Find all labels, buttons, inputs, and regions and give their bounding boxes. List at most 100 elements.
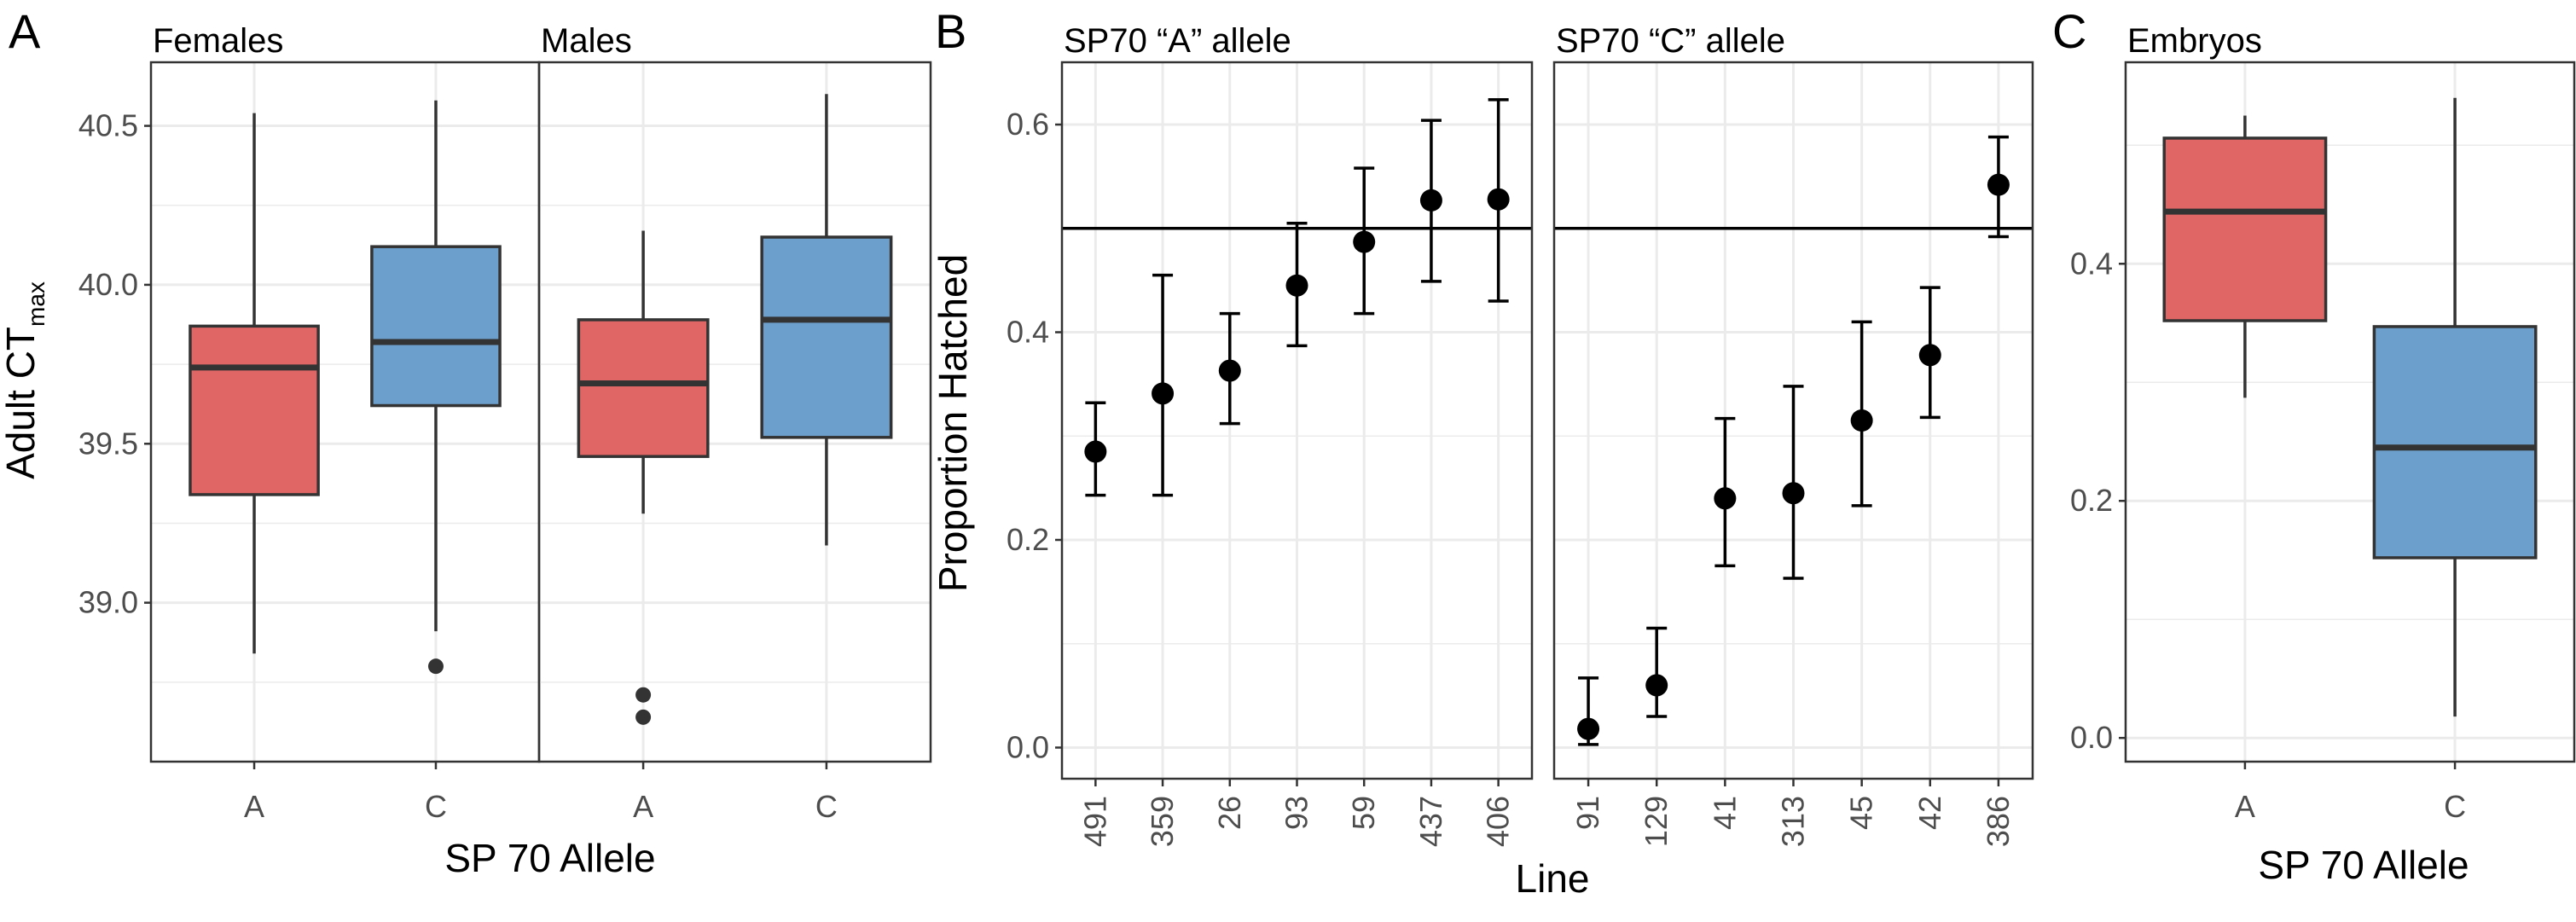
panel-b-facet-1-point <box>1353 230 1376 253</box>
panel-c-plots: Embryos A C 0.0 0.2 0.4 <box>2070 22 2576 824</box>
panel-b-facet-1-point <box>1218 359 1241 382</box>
panel-b-facet-2-point <box>1577 717 1600 740</box>
panel-b-ytick-label: 0.4 <box>1007 315 1049 350</box>
panel-a-ylabel-subscript: max <box>23 281 49 327</box>
panel-b-facet-1-point <box>1419 188 1442 212</box>
panel-b-facet-1-point-line-491 <box>1084 401 1107 497</box>
panel-c: C SP 70 Allele Embryos A C 0.0 0.2 0.4 <box>2052 4 2576 887</box>
panel-b-ytick-label: 0.0 <box>1007 729 1049 764</box>
panel-a-ylabel-main: Adult CT <box>0 327 43 479</box>
panel-b-facet-2-point-line-41 <box>1714 416 1737 568</box>
panel-a-xlabel: SP 70 Allele <box>444 836 655 880</box>
panel-b-facet-1-xtick-label: 491 <box>1077 796 1112 847</box>
panel-b-facet-1-point-line-26 <box>1218 311 1241 426</box>
panel-b-ytick-label: 0.6 <box>1007 107 1049 142</box>
panel-c-box-C <box>2372 97 2538 717</box>
panel-b-facet-1-point-line-59 <box>1353 166 1376 316</box>
panel-c-panel-border <box>2124 61 2576 763</box>
panel-b-facet-1-xtick-label: 59 <box>1346 796 1381 830</box>
panel-a-ytick-label: 39.0 <box>78 585 138 620</box>
panel-b-facet-2-point-line-386 <box>1987 135 2010 239</box>
panel-b-facet-1-point-line-406 <box>1487 98 1510 303</box>
panel-a-males-xtick-label: C <box>815 789 838 824</box>
panel-c-ytick-label: 0.0 <box>2070 720 2113 755</box>
panel-b-facet-1-point-line-93 <box>1285 221 1308 348</box>
panel-b-facet-1-panel-border <box>1060 61 1534 780</box>
panel-a-males-outlier-point <box>635 687 652 703</box>
panel-c-xtick-label: C <box>2444 789 2466 824</box>
panel-b-facet-1-xtick-label: 93 <box>1279 796 1314 830</box>
panel-a-ytick-label: 40.5 <box>78 108 138 143</box>
panel-b-facet-1-xtick-label: 26 <box>1212 796 1247 830</box>
panel-a-males-box-C <box>760 94 893 546</box>
panel-b-plots: SP70 “A” allele 491 359 26 93 59 437 406 0.0 0.2 0… <box>1007 22 2034 847</box>
panel-a-males-outlier-point <box>635 709 652 725</box>
panel-c-xlabel: SP 70 Allele <box>2258 843 2469 887</box>
panel-c-box-A <box>2162 115 2328 398</box>
panel-a-ytick-label: 39.5 <box>78 426 138 461</box>
panel-b-ylabel: Proportion Hatched <box>931 254 975 592</box>
panel-b-facet-1-point-line-437 <box>1419 119 1442 283</box>
panel-b-facet-1-facet-title: SP70 “A” allele <box>1064 22 1291 60</box>
panel-b-facet-1-xtick-label: 406 <box>1481 796 1516 847</box>
panel-c-tag: C <box>2052 4 2086 58</box>
panel-b-facet-1-xtick-label: 437 <box>1413 796 1448 847</box>
panel-a-females-xtick-label: C <box>425 789 447 824</box>
panel-a-females-box-body <box>189 324 320 496</box>
panel-a-ylabel: Adult CTmax <box>0 281 49 479</box>
panel-b-facet-2-point <box>1645 674 1668 697</box>
panel-a-males-xtick-label: A <box>633 789 653 824</box>
panel-b-facet-2-point-line-91 <box>1577 676 1600 746</box>
panel-a-females-box-A <box>189 113 320 654</box>
panel-c-facet-title: Embryos <box>2127 22 2262 60</box>
panel-a-males-facet-title: Males <box>541 22 632 60</box>
panel-b-facet-2-point-line-313 <box>1782 385 1805 580</box>
panel-b-facet-2-xtick-label: 41 <box>1707 796 1742 830</box>
panel-b-facet-1-point <box>1487 188 1510 211</box>
panel-b-facet-2-xtick-label: 45 <box>1844 796 1879 830</box>
panel-a: A Adult CTmax SP 70 Allele Females A C 39.0… <box>0 4 932 880</box>
panel-c-box-body <box>2162 136 2328 322</box>
panel-a-females-outlier-point <box>427 658 444 675</box>
panel-b-ytick-label: 0.2 <box>1007 522 1049 557</box>
panel-b-facet-2-xtick-label: 313 <box>1776 796 1811 847</box>
panel-b-facet-1-point <box>1084 440 1107 463</box>
panel-b-facet-2-point <box>1918 344 1941 367</box>
panel-a-males-box-A <box>577 230 710 725</box>
panel-c-xtick-label: A <box>2235 789 2255 824</box>
panel-b-facet-2-point-line-42 <box>1918 286 1941 420</box>
panel-a-females-box-body <box>370 245 502 408</box>
panel-b-facet-2-point-line-129 <box>1645 626 1668 718</box>
panel-b-facet-2-facet-title: SP70 “C” allele <box>1556 22 1785 60</box>
panel-b-facet-1-xtick-label: 359 <box>1145 796 1180 847</box>
panel-a-ytick-label: 40.0 <box>78 267 138 302</box>
panel-b-tag: B <box>935 4 966 58</box>
panel-b-facet-2-xtick-label: 129 <box>1639 796 1674 847</box>
panel-b-facet-2-point <box>1782 482 1805 505</box>
panel-a-males-box-body <box>760 235 893 439</box>
panel-b-facet-1-point <box>1285 274 1308 297</box>
panel-b-facet-1-point <box>1152 382 1175 405</box>
panel-a-males-box-body <box>577 318 710 458</box>
panel-a-plots: Females A C 39.0 39.5 40.0 40.5 Males A C <box>78 22 932 824</box>
panel-a-tag: A <box>9 4 41 58</box>
panel-b-facet-2-panel-border <box>1552 61 2034 780</box>
panel-b-facet-1-point-line-359 <box>1152 273 1175 497</box>
panel-b-facet-2-xtick-label: 42 <box>1912 796 1947 830</box>
panel-b-facet-2-point <box>1850 409 1873 432</box>
panel-a-males-panel-border <box>537 61 932 763</box>
panel-a-females-facet-title: Females <box>153 22 283 60</box>
panel-b-facet-2-xtick-label: 386 <box>1981 796 2016 847</box>
panel-c-ytick-label: 0.4 <box>2070 246 2113 281</box>
panel-c-box-body <box>2372 325 2538 560</box>
panel-a-females-box-C <box>370 100 502 675</box>
panel-b-facet-2-point <box>1987 173 2010 196</box>
panel-b-facet-2-xtick-label: 91 <box>1570 796 1605 830</box>
panel-b: B Proportion Hatched Line SP70 “A” allel… <box>931 4 2034 901</box>
panel-c-ytick-label: 0.2 <box>2070 483 2113 518</box>
panel-b-xlabel: Line <box>1516 856 1590 901</box>
panel-b-facet-2-point-line-45 <box>1850 320 1873 507</box>
panel-a-females-xtick-label: A <box>244 789 264 824</box>
